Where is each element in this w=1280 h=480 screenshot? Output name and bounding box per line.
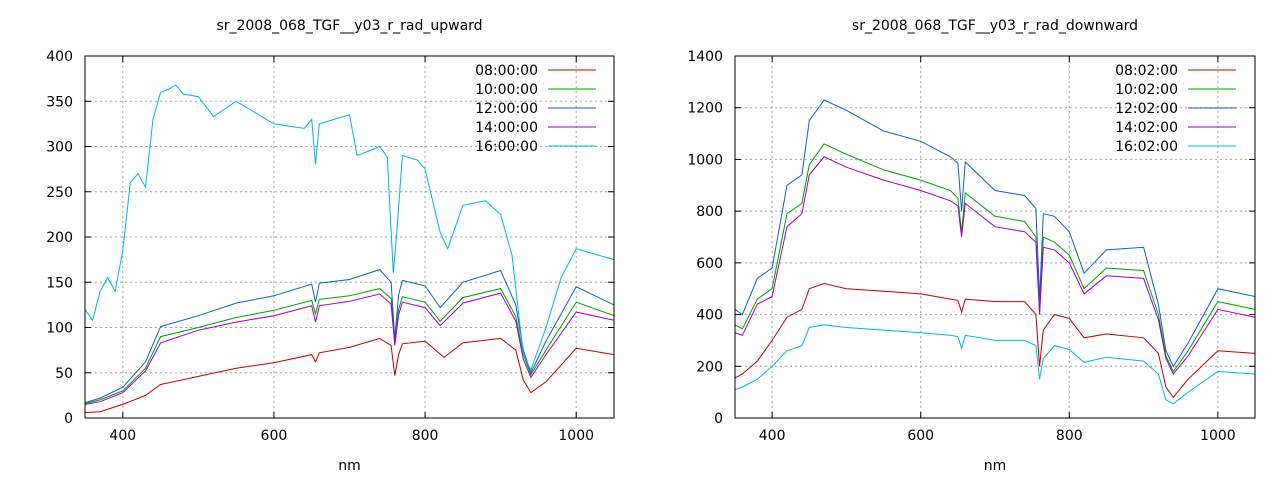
series-line-1 bbox=[735, 143, 1255, 373]
y-tick-label: 1200 bbox=[687, 101, 723, 117]
legend-entry-label: 12:00:00 bbox=[475, 101, 538, 117]
y-tick-label: 0 bbox=[64, 411, 73, 427]
series-line-4 bbox=[85, 84, 614, 372]
series-line-2 bbox=[735, 99, 1255, 368]
chart-title: sr_2008_068_TGF__y03_r_rad_downward bbox=[852, 18, 1138, 34]
legend-entry-label: 08:02:00 bbox=[1115, 63, 1178, 79]
y-tick-label: 150 bbox=[46, 275, 73, 291]
x-tick-label: 800 bbox=[1056, 428, 1083, 444]
x-tick-label: 1000 bbox=[558, 428, 594, 444]
plot-frame bbox=[734, 55, 1256, 419]
series-line-0 bbox=[735, 282, 1255, 399]
series-line-3 bbox=[735, 156, 1255, 375]
legend-entry-label: 14:00:00 bbox=[475, 120, 538, 136]
chart-panel-0: 400 600 800 1000 0 50 100 150 200 250 300 350 400 sr_… bbox=[46, 18, 615, 474]
legend-entry-label: 16:02:00 bbox=[1115, 139, 1178, 155]
series-line-4 bbox=[735, 324, 1255, 405]
legend-entry-label: 14:02:00 bbox=[1115, 120, 1178, 136]
legend-entry-label: 10:00:00 bbox=[475, 82, 538, 98]
y-tick-label: 600 bbox=[696, 256, 723, 272]
legend-entry-label: 16:00:00 bbox=[475, 139, 538, 155]
y-tick-label: 100 bbox=[46, 321, 73, 337]
y-tick-label: 250 bbox=[46, 185, 73, 201]
y-tick-label: 400 bbox=[696, 308, 723, 324]
x-tick-label: 800 bbox=[412, 428, 439, 444]
y-tick-label: 200 bbox=[46, 230, 73, 246]
y-tick-label: 200 bbox=[696, 359, 723, 375]
y-tick-label: 400 bbox=[46, 49, 73, 65]
x-tick-label: 400 bbox=[759, 428, 786, 444]
legend-entry-label: 10:02:00 bbox=[1115, 82, 1178, 98]
series-line-3 bbox=[85, 292, 614, 405]
legend-entry-label: 08:00:00 bbox=[475, 63, 538, 79]
chart-panel-1: 400 600 800 1000 0 200 400 600 800 1000 1200 1400 sr… bbox=[687, 18, 1256, 474]
chart-title: sr_2008_068_TGF__y03_r_rad_upward bbox=[216, 18, 482, 34]
x-axis-label: nm bbox=[984, 458, 1007, 474]
y-tick-label: 800 bbox=[696, 204, 723, 220]
y-tick-label: 300 bbox=[46, 140, 73, 156]
y-tick-label: 0 bbox=[714, 411, 723, 427]
x-axis-label: nm bbox=[338, 458, 361, 474]
legend-entry-label: 12:02:00 bbox=[1115, 101, 1178, 117]
series-line-0 bbox=[85, 337, 614, 414]
y-tick-label: 1000 bbox=[687, 152, 723, 168]
y-tick-label: 1400 bbox=[687, 49, 723, 65]
x-tick-label: 600 bbox=[261, 428, 288, 444]
series-line-1 bbox=[85, 288, 614, 404]
y-tick-label: 50 bbox=[55, 366, 73, 382]
x-tick-label: 600 bbox=[907, 428, 934, 444]
x-tick-label: 1000 bbox=[1200, 428, 1236, 444]
x-tick-label: 400 bbox=[109, 428, 136, 444]
y-tick-label: 350 bbox=[46, 94, 73, 110]
